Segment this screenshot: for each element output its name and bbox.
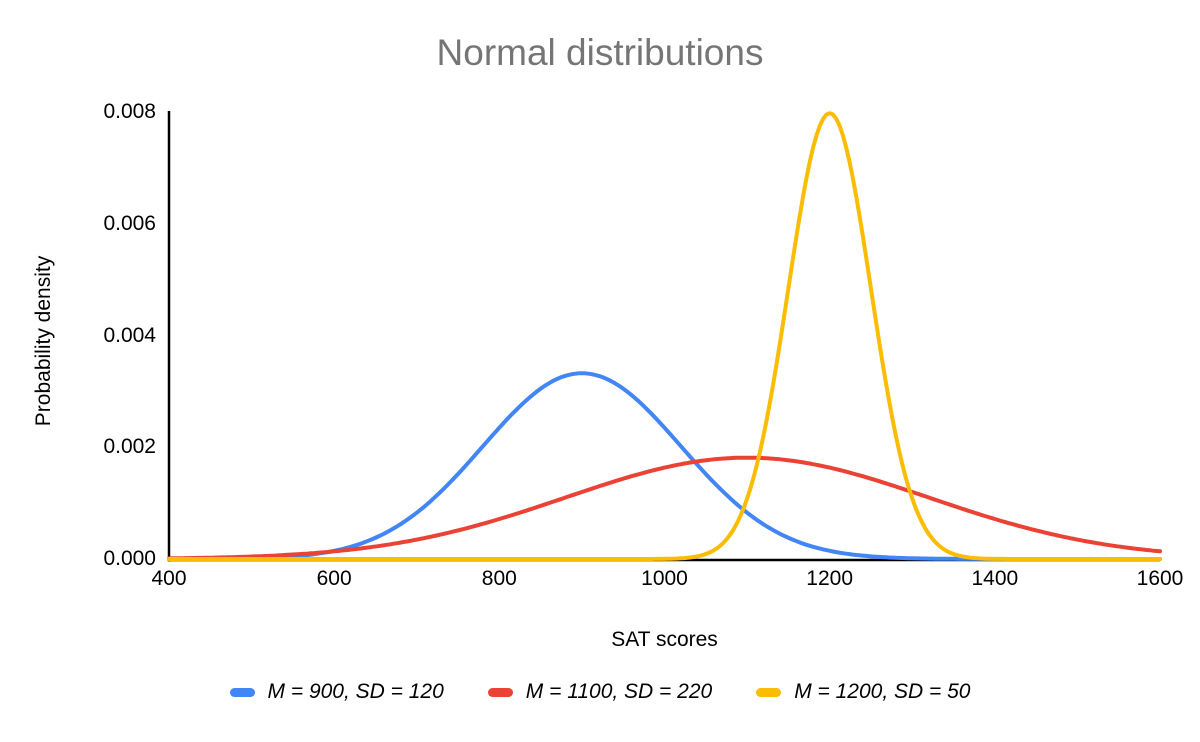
legend-item-0: M = 900, SD = 120 xyxy=(229,680,444,704)
legend-swatch-icon xyxy=(756,687,782,697)
curve-series-1 xyxy=(167,455,1162,561)
y-tick-label: 0.006 xyxy=(103,211,156,235)
x-tick-label: 600 xyxy=(316,567,352,590)
x-tick-label: 400 xyxy=(151,567,187,590)
x-tick-label: 1200 xyxy=(806,567,854,590)
x-tick-label: 1000 xyxy=(641,567,688,590)
legend-swatch-icon xyxy=(487,687,513,697)
legend: M = 900, SD = 120 M = 1100, SD = 220 M = 1… xyxy=(0,678,1200,706)
legend-label: M = 900, SD = 120 xyxy=(267,680,444,703)
x-tick-label: 1400 xyxy=(971,567,1019,590)
y-tick-label: 0.002 xyxy=(103,435,156,459)
y-tick-label: 0.000 xyxy=(103,547,156,570)
x-tick-label: 1600 xyxy=(1136,567,1184,590)
legend-label: M = 1100, SD = 220 xyxy=(525,680,713,703)
legend-label: M = 1200, SD = 50 xyxy=(794,680,971,703)
x-tick-label: 800 xyxy=(481,567,517,590)
y-tick-label: 0.004 xyxy=(103,323,156,347)
legend-swatch-icon xyxy=(229,687,255,697)
legend-item-2: M = 1200, SD = 50 xyxy=(756,680,970,704)
curve-series-2 xyxy=(167,111,1162,561)
legend-item-1: M = 1100, SD = 220 xyxy=(487,680,713,704)
x-axis-title: SAT scores xyxy=(611,628,718,651)
y-tick-label: 0.008 xyxy=(103,100,156,123)
chart-title: Normal distributions xyxy=(436,32,764,73)
